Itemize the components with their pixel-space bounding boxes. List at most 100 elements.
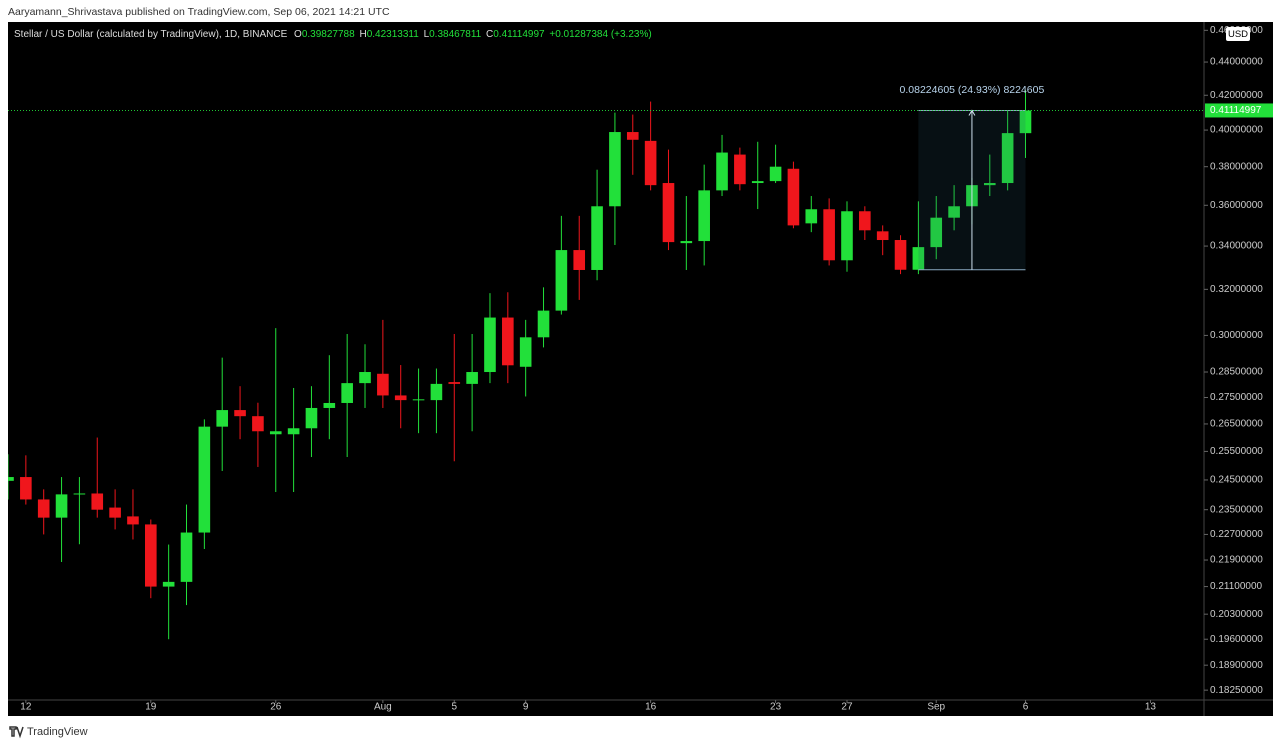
candle-body [680, 241, 693, 244]
candle-body [876, 231, 889, 241]
candle-body [359, 372, 371, 384]
x-tick-label: 12 [20, 702, 32, 713]
currency-badge[interactable] [1226, 27, 1250, 41]
change-label: +0.01287384 (+3.23%) [549, 29, 651, 40]
y-tick-label: 0.18900000 [1210, 660, 1263, 671]
candle-body [841, 211, 853, 261]
candle-body [787, 168, 800, 226]
candle-body [37, 499, 50, 518]
footer [0, 716, 1280, 747]
y-tick-label: 0.40000000 [1210, 125, 1263, 136]
chart-panel [8, 22, 1273, 716]
y-tick-label: 0.23500000 [1210, 504, 1263, 515]
candle-body [912, 247, 925, 270]
candle-body [716, 152, 728, 191]
candle-body [1019, 110, 1032, 134]
last-price-label: 0.41114997 [1210, 105, 1262, 116]
candle-body [502, 317, 514, 366]
candle-body [323, 402, 336, 408]
x-tick-label: 13 [1145, 702, 1157, 713]
candle-body [751, 181, 764, 184]
candle-body [698, 190, 710, 242]
y-tick-label: 0.28500000 [1210, 367, 1263, 378]
candle-body [573, 250, 586, 270]
y-tick-label: 0.21100000 [1210, 581, 1263, 592]
axes: 0.460000000.440000000.420000000.40000000… [20, 25, 1273, 713]
candle-body [198, 426, 211, 533]
candle-body [412, 399, 425, 401]
ohlc-letter: H [359, 29, 366, 40]
brand-name: TradingView [27, 726, 88, 738]
y-tick-label: 0.44000000 [1210, 57, 1263, 68]
x-tick-label: Sep [927, 702, 945, 713]
x-tick-label: 23 [770, 702, 782, 713]
candle-body [466, 372, 478, 384]
candle-body [1001, 133, 1014, 184]
candle-body [448, 382, 461, 384]
ohlc-letter: L [424, 29, 430, 40]
candle-body [341, 383, 353, 403]
measure-label: 0.08224605 (24.93%) 8224605 [900, 84, 1045, 96]
candle-body [55, 494, 68, 518]
x-tick-label: 5 [451, 702, 457, 713]
candle-body [644, 140, 657, 186]
candle-body [430, 383, 443, 401]
candle-body [555, 250, 568, 311]
y-tick-label: 0.26500000 [1210, 419, 1263, 430]
candle-body [609, 132, 621, 207]
candle-body [484, 317, 496, 373]
candle-body [287, 428, 300, 435]
candle-body [305, 407, 318, 429]
ohlc-value: 0.42313311 [367, 29, 420, 40]
x-tick-label: 26 [270, 702, 282, 713]
candle-body [734, 154, 746, 185]
x-tick-label: 16 [645, 702, 657, 713]
y-tick-label: 0.24500000 [1210, 475, 1263, 486]
y-tick-label: 0.20300000 [1210, 609, 1263, 620]
candle-body [180, 532, 193, 582]
ohlc-letter: O [294, 29, 302, 40]
candle-body [948, 206, 960, 218]
symbol-title: Stellar / US Dollar (calculated by Tradi… [14, 29, 288, 40]
y-tick-label: 0.21900000 [1210, 555, 1263, 566]
x-tick-label: Aug [374, 702, 392, 713]
y-tick-label: 0.36000000 [1210, 200, 1263, 211]
last-price-badge [1205, 103, 1273, 118]
y-tick-label: 0.27500000 [1210, 392, 1263, 403]
y-tick-label: 0.19600000 [1210, 634, 1263, 645]
x-tick-label: 9 [523, 702, 529, 713]
candle-body [269, 431, 282, 435]
y-tick-label: 0.30000000 [1210, 330, 1263, 341]
candle-body [519, 337, 532, 367]
candle-body [805, 209, 818, 224]
x-tick-label: 6 [1023, 702, 1029, 713]
legend-line: Stellar / US Dollar (calculated by Tradi… [14, 29, 652, 40]
y-tick-label: 0.18250000 [1210, 685, 1263, 696]
candle-body [823, 209, 835, 261]
x-tick-label: 19 [145, 702, 157, 713]
candle-body [91, 493, 104, 510]
y-tick-label: 0.42000000 [1210, 90, 1263, 101]
candle-body [8, 477, 14, 481]
candle-body [109, 507, 121, 518]
candle-body [145, 524, 157, 587]
candle-body [216, 410, 229, 427]
candle-body [162, 581, 175, 587]
candle-body [859, 211, 871, 231]
y-tick-label: 0.32000000 [1210, 284, 1263, 295]
candle-body [894, 240, 907, 270]
candle-body [537, 310, 550, 338]
ohlc-value: 0.41114997 [493, 29, 545, 40]
candle-body [626, 132, 639, 140]
plot-area [8, 89, 1204, 640]
candle-body [73, 493, 86, 495]
ohlc-value: 0.38467811 [429, 29, 482, 40]
y-tick-label: 0.34000000 [1210, 241, 1263, 252]
candle-body [983, 183, 996, 186]
candle-body [662, 183, 675, 243]
candle-body [127, 516, 139, 525]
candle-body [234, 410, 246, 417]
y-tick-label: 0.25500000 [1210, 446, 1263, 457]
